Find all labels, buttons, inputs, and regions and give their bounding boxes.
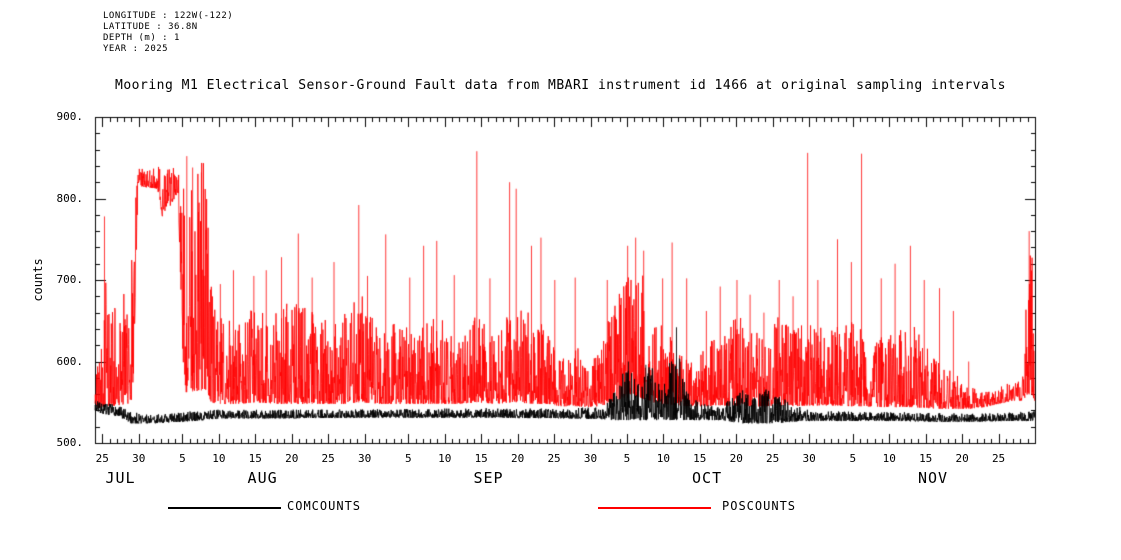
x-tick-label: 25 <box>991 452 1006 465</box>
x-tick-label: 25 <box>95 452 109 465</box>
x-tick-label: 10 <box>212 452 226 465</box>
x-tick-label: 10 <box>438 452 452 465</box>
legend-label-comcounts: COMCOUNTS <box>287 499 362 513</box>
x-tick-label: 15 <box>919 452 933 465</box>
y-tick-label: 500. <box>56 436 84 449</box>
y-axis-title: counts <box>31 258 45 302</box>
x-month-label: AUG <box>247 469 278 487</box>
x-tick-label: 10 <box>656 452 670 465</box>
legend-line-poscounts <box>598 507 711 509</box>
y-tick-label: 600. <box>56 354 84 368</box>
x-tick-label: 20 <box>729 452 743 465</box>
x-tick-label: 20 <box>955 452 969 465</box>
x-tick-label: 5 <box>405 452 412 465</box>
x-tick-label: 30 <box>357 452 372 465</box>
x-tick-label: 15 <box>248 452 262 465</box>
chart-title: Mooring M1 Electrical Sensor-Ground Faul… <box>115 78 1006 93</box>
x-tick-label: 15 <box>693 452 707 465</box>
legend-label-poscounts: POSCOUNTS <box>722 499 797 513</box>
metadata-header: LONGITUDE : 122W(-122) LATITUDE : 36.8N … <box>103 11 233 55</box>
y-tick-label: 800. <box>56 191 84 205</box>
x-tick-label: 25 <box>766 452 780 465</box>
legend: COMCOUNTS POSCOUNTS <box>0 498 1121 518</box>
x-tick-label: 30 <box>132 452 146 465</box>
x-tick-label: 5 <box>623 452 631 465</box>
x-tick-label: 20 <box>285 452 299 465</box>
x-tick-label: 5 <box>179 452 186 465</box>
x-month-label: OCT <box>692 469 723 487</box>
x-tick-label: 30 <box>583 452 598 465</box>
x-tick-label: 30 <box>802 452 816 465</box>
x-tick-label: 25 <box>321 452 335 465</box>
y-tick-label: 900. <box>56 110 84 123</box>
metadata-depth: DEPTH (m) : 1 <box>103 33 180 43</box>
x-month-label: JUL <box>105 469 136 487</box>
x-tick-label: 25 <box>547 452 561 465</box>
metadata-year: YEAR : 2025 <box>103 44 169 54</box>
x-tick-label: 5 <box>849 452 857 465</box>
x-tick-label: 10 <box>882 452 896 465</box>
x-month-label: SEP <box>473 469 504 487</box>
x-tick-label: 20 <box>511 452 525 465</box>
x-month-label: NOV <box>917 469 949 487</box>
metadata-latitude: LATITUDE : 36.8N <box>103 22 198 32</box>
legend-line-comcounts <box>168 507 281 509</box>
metadata-longitude: LONGITUDE : 122W(-122) <box>103 11 234 21</box>
x-tick-label: 15 <box>474 452 488 465</box>
y-tick-label: 700. <box>56 273 84 286</box>
